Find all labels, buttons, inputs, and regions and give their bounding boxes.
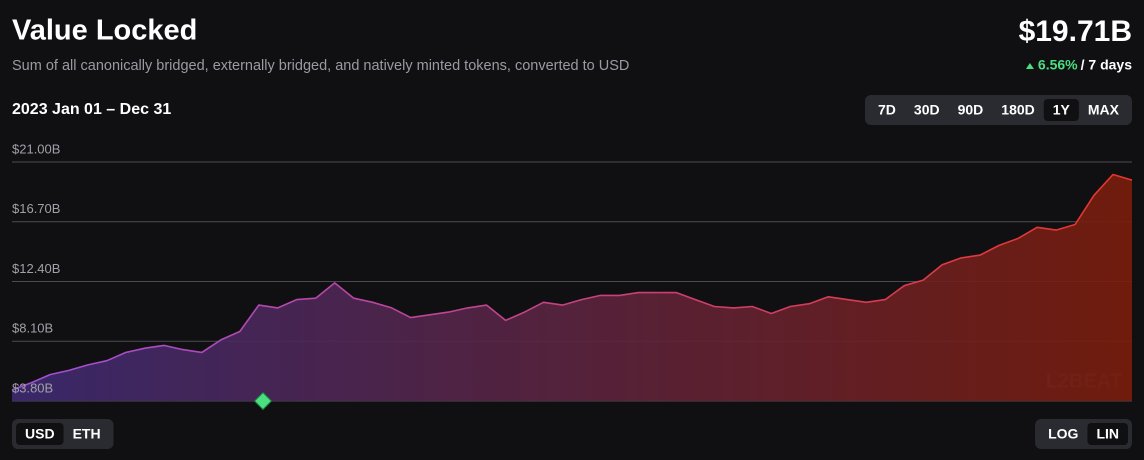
change-period: / 7 days xyxy=(1081,57,1133,73)
plot: $3.80B $8.10B $12.40B $16.70B $21.00B xyxy=(11,141,1133,402)
y-tick-label: $21.00B xyxy=(12,141,60,156)
button-label[interactable]: 90D xyxy=(958,102,984,118)
active-button[interactable] xyxy=(1087,423,1128,445)
button-label[interactable]: USD xyxy=(25,426,55,442)
button-group: 7D 30D 90D 180D 1Y MAX xyxy=(865,95,1132,125)
date-range: 2023 Jan 01 – Dec 31 xyxy=(12,101,171,118)
button-label[interactable]: ETH xyxy=(73,426,101,442)
button-group: USD ETH xyxy=(12,419,114,449)
up-arrow xyxy=(1025,63,1034,69)
subtitle: Sum of all canonically bridged, external… xyxy=(12,58,629,74)
title: Value Locked xyxy=(12,15,197,47)
button-group: LOG LIN xyxy=(1035,419,1132,449)
area-fill xyxy=(12,174,1132,401)
y-tick-label: $12.40B xyxy=(12,261,60,276)
y-tick-label: $3.80B xyxy=(12,380,53,395)
event-marker[interactable] xyxy=(253,391,273,411)
area-line xyxy=(11,173,1133,391)
button-label[interactable]: 1Y xyxy=(1053,102,1071,118)
headline-value: $19.71B xyxy=(1019,15,1132,48)
active-button[interactable] xyxy=(16,423,64,445)
active-button[interactable] xyxy=(1043,99,1079,121)
button-label[interactable]: 7D xyxy=(878,102,896,118)
y-tick-label: $16.70B xyxy=(12,201,60,216)
button-label[interactable]: LOG xyxy=(1048,426,1078,442)
y-tick-label: $8.10B xyxy=(12,321,53,336)
controls: 7D 30D 90D 180D 1Y MAX USD ETH LOG LIN xyxy=(12,95,1132,449)
change: 6.56% xyxy=(1038,57,1078,73)
button-label[interactable]: 180D xyxy=(1001,102,1034,118)
button-label[interactable]: LIN xyxy=(1096,426,1119,442)
button-label[interactable]: 30D xyxy=(914,102,940,118)
button-label[interactable]: MAX xyxy=(1088,102,1120,118)
